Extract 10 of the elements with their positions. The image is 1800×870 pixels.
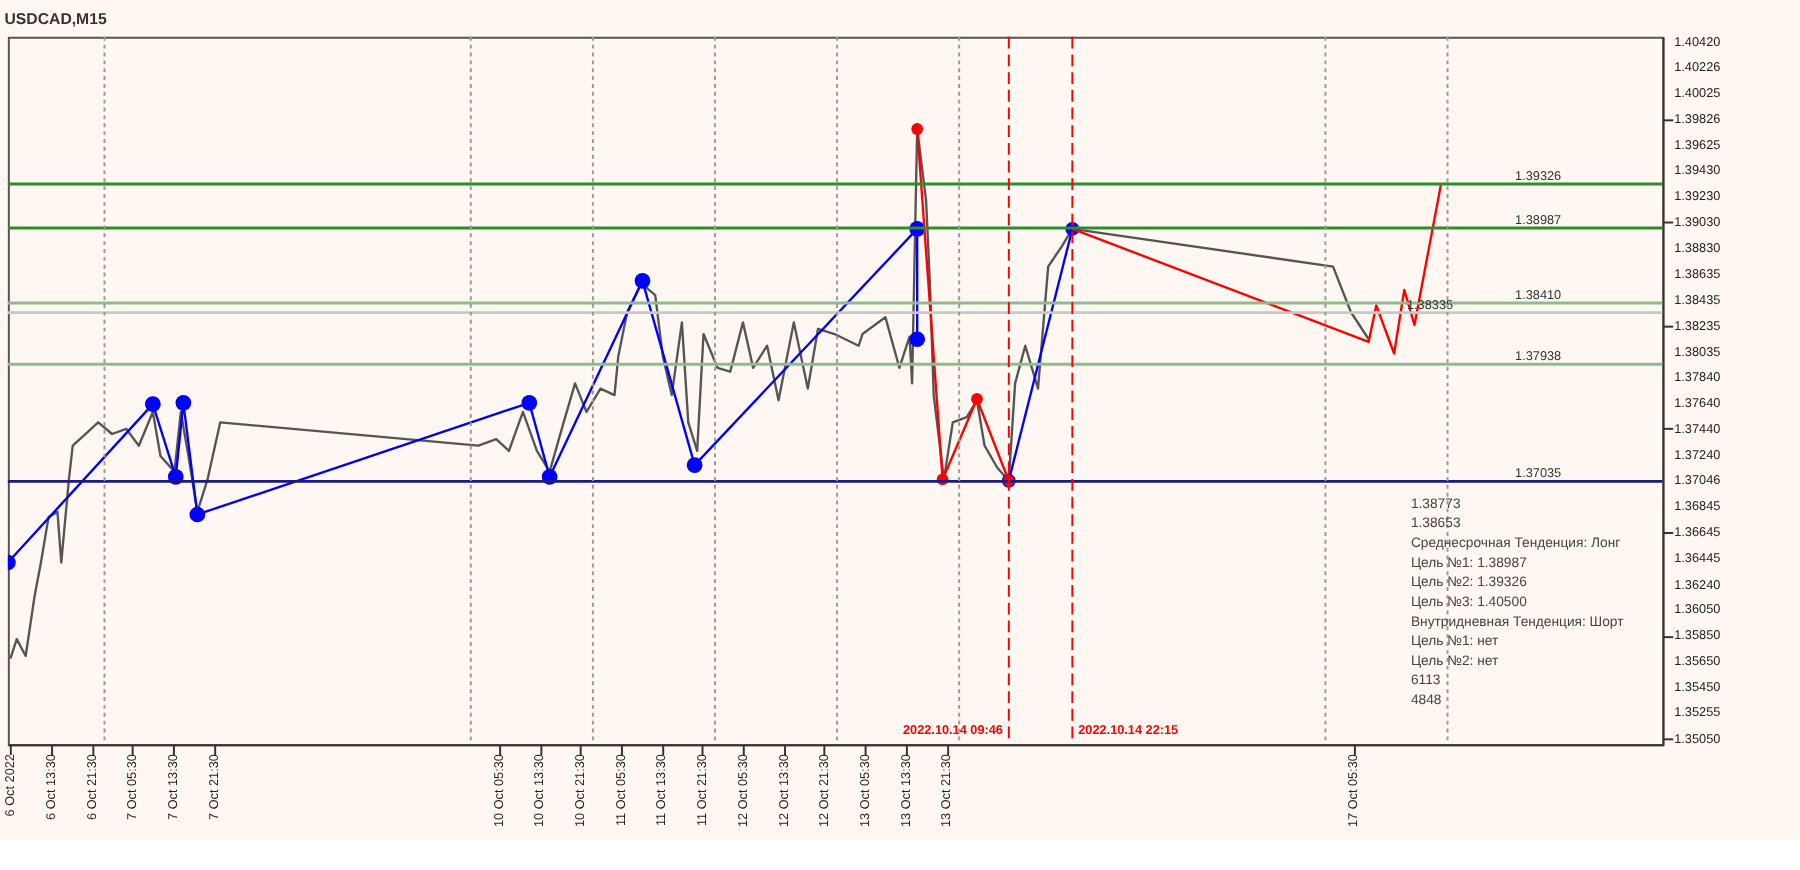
chart-title: USDCAD,M15 <box>4 10 108 29</box>
point <box>144 396 161 412</box>
point <box>634 273 651 289</box>
point <box>189 506 206 523</box>
point <box>909 331 926 348</box>
point <box>686 457 703 474</box>
point <box>971 393 983 405</box>
point <box>175 395 192 411</box>
point <box>911 123 924 135</box>
point <box>521 395 538 411</box>
